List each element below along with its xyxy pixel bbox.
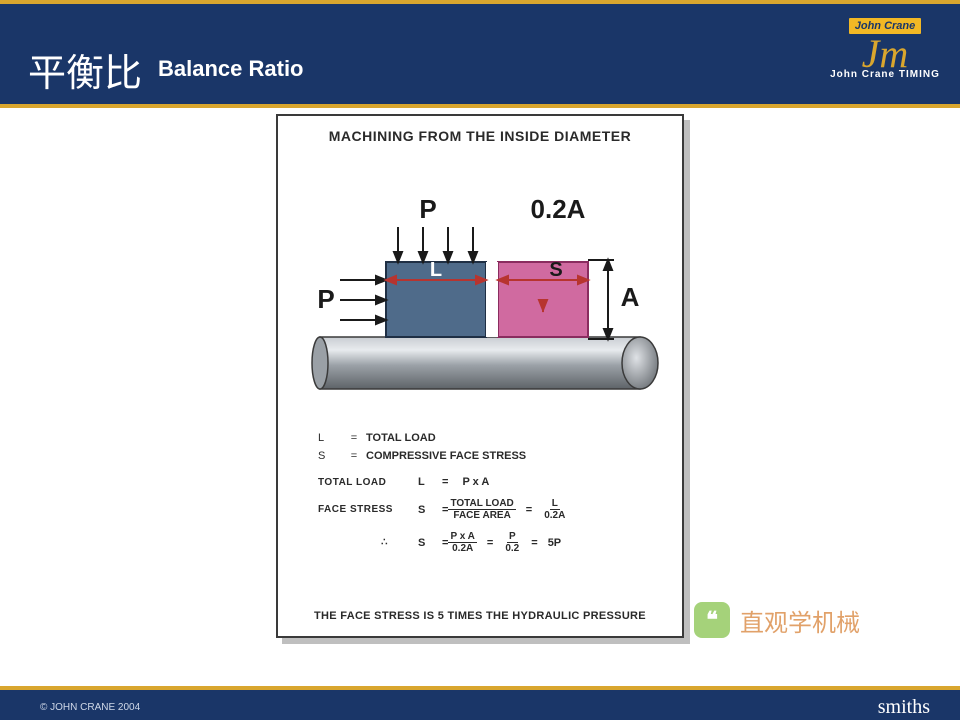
title-english: Balance Ratio bbox=[158, 56, 304, 82]
logo: John Crane Jm John Crane TIMING bbox=[830, 16, 940, 80]
card-title: MACHINING FROM THE INSIDE DIAMETER bbox=[278, 116, 682, 152]
eq-therefore: ∴ S = P x A 0.2A = P 0.2 = 5P bbox=[318, 531, 567, 554]
footer: © JOHN CRANE 2004 smiths bbox=[0, 686, 960, 720]
def-S-text: COMPRESSIVE FACE STRESS bbox=[366, 448, 526, 464]
logo-swoosh: Jm bbox=[830, 39, 940, 69]
diagram-svg: P 0.2A P L bbox=[278, 152, 686, 402]
brand: smiths bbox=[878, 696, 930, 719]
copyright: © JOHN CRANE 2004 bbox=[40, 702, 140, 713]
header: 平衡比 Balance Ratio John Crane Jm John Cra… bbox=[0, 0, 960, 108]
main: MACHINING FROM THE INSIDE DIAMETER bbox=[0, 108, 960, 686]
label-L: L bbox=[430, 259, 442, 281]
label-A: A bbox=[621, 282, 640, 312]
def-L-text: TOTAL LOAD bbox=[366, 430, 436, 446]
def-S-sym: S bbox=[318, 448, 342, 464]
logo-text: John Crane TIMING bbox=[830, 69, 940, 80]
label-S: S bbox=[549, 259, 562, 281]
definitions: L = TOTAL LOAD S = COMPRESSIVE FACE STRE… bbox=[318, 430, 526, 466]
diagram-card: MACHINING FROM THE INSIDE DIAMETER bbox=[276, 114, 684, 638]
label-P-top: P bbox=[419, 194, 436, 224]
frac: P 0.2 bbox=[503, 531, 521, 554]
watermark: ❝ 直观学机械 bbox=[694, 602, 860, 638]
label-P-left: P bbox=[317, 284, 334, 314]
title-chinese: 平衡比 bbox=[28, 42, 142, 97]
frac: P x A 0.2A bbox=[448, 531, 476, 554]
conclusion: THE FACE STRESS IS 5 TIMES THE HYDRAULIC… bbox=[278, 610, 682, 622]
eq-face-stress: FACE STRESS S = TOTAL LOAD FACE AREA = L… bbox=[318, 498, 567, 521]
frac: TOTAL LOAD FACE AREA bbox=[448, 498, 515, 521]
equations: TOTAL LOAD L = P x A FACE STRESS S = TOT… bbox=[318, 476, 567, 564]
def-eq: = bbox=[342, 448, 366, 464]
diagram: P 0.2A P L bbox=[278, 152, 682, 402]
frac: L 0.2A bbox=[542, 498, 567, 521]
eq-total-load: TOTAL LOAD L = P x A bbox=[318, 476, 567, 488]
watermark-text: 直观学机械 bbox=[740, 603, 860, 638]
label-02A: 0.2A bbox=[531, 194, 586, 224]
def-L-sym: L bbox=[318, 430, 342, 446]
def-eq: = bbox=[342, 430, 366, 446]
wechat-icon: ❝ bbox=[694, 602, 730, 638]
